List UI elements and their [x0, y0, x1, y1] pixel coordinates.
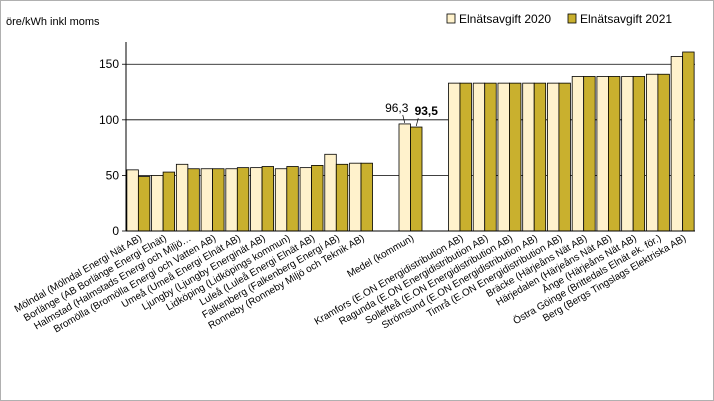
bar-2020-6	[274, 168, 288, 232]
bar-2021-22	[682, 51, 695, 232]
y-tick-label-2: 100	[99, 113, 119, 127]
bar-2021-1	[162, 171, 176, 232]
bar-2020-19	[596, 76, 609, 232]
bar-2020-2	[175, 163, 189, 232]
legend-label-2020: Elnätsavgift 2020	[459, 12, 551, 26]
bar-2021-20	[632, 76, 646, 232]
bar-2021-7	[311, 165, 324, 232]
legend: Elnätsavgift 2020 Elnätsavgift 2021	[446, 12, 672, 26]
y-tick-label-3: 150	[99, 57, 119, 71]
bar-2021-8	[335, 163, 349, 232]
bar-2020-7	[299, 167, 312, 232]
bar-2020-4	[225, 168, 238, 232]
bar-2021-16	[533, 82, 547, 232]
bar-2021-17	[558, 82, 571, 232]
bar-2020-22	[670, 56, 684, 232]
bar-2020-14	[472, 82, 486, 232]
data-label-1: 93,5	[415, 104, 439, 118]
data-label-leader-0	[402, 114, 406, 124]
bar-2021-18	[583, 76, 596, 232]
bar-2020-5	[250, 167, 263, 232]
bar-2020-8	[324, 153, 337, 232]
y-axis-ticks: 0 50 100 150	[99, 57, 126, 238]
bar-2020-1	[151, 175, 164, 232]
bar-2021-2	[187, 168, 200, 232]
data-label-leader-1	[415, 117, 419, 127]
legend-label-2021: Elnätsavgift 2021	[580, 12, 672, 26]
bar-2020-11	[398, 123, 411, 232]
bar-2021-14	[484, 82, 497, 232]
bar-2020-21	[645, 73, 659, 232]
legend-swatch-2021	[567, 13, 577, 24]
bar-2020-18	[571, 76, 585, 232]
bars	[126, 51, 695, 232]
bar-2020-0	[126, 169, 139, 232]
legend-swatch-2020	[446, 13, 456, 24]
y-tick-label-1: 50	[106, 168, 120, 182]
bar-2020-16	[522, 82, 535, 232]
annotations: 96,3 93,5	[385, 101, 439, 127]
bar-2020-15	[497, 82, 510, 232]
data-label-0: 96,3	[385, 101, 409, 115]
y-axis-title: öre/kWh inkl moms	[6, 16, 100, 28]
y-tick-label-0: 0	[112, 224, 119, 238]
bar-2021-4	[236, 167, 250, 232]
bar-2021-13	[459, 82, 472, 232]
bar-2021-19	[608, 76, 621, 232]
bar-2021-9	[360, 162, 373, 232]
bar-2021-5	[261, 166, 274, 232]
x-axis-labels: Mölndal (Mölndal Energi Nät AB)Borlänge …	[13, 231, 688, 335]
axes	[125, 42, 695, 232]
bar-2020-13	[448, 82, 461, 232]
bar-2020-3	[200, 168, 213, 232]
bar-2020-9	[349, 162, 362, 232]
bar-2021-21	[657, 73, 670, 232]
bar-2021-11	[410, 126, 423, 232]
bar-2021-6	[286, 166, 299, 232]
bar-2021-15	[509, 82, 522, 232]
bar-2020-20	[621, 76, 634, 232]
bar-2020-17	[547, 82, 560, 232]
bar-2021-3	[212, 168, 225, 232]
bar-2021-0	[137, 176, 151, 232]
